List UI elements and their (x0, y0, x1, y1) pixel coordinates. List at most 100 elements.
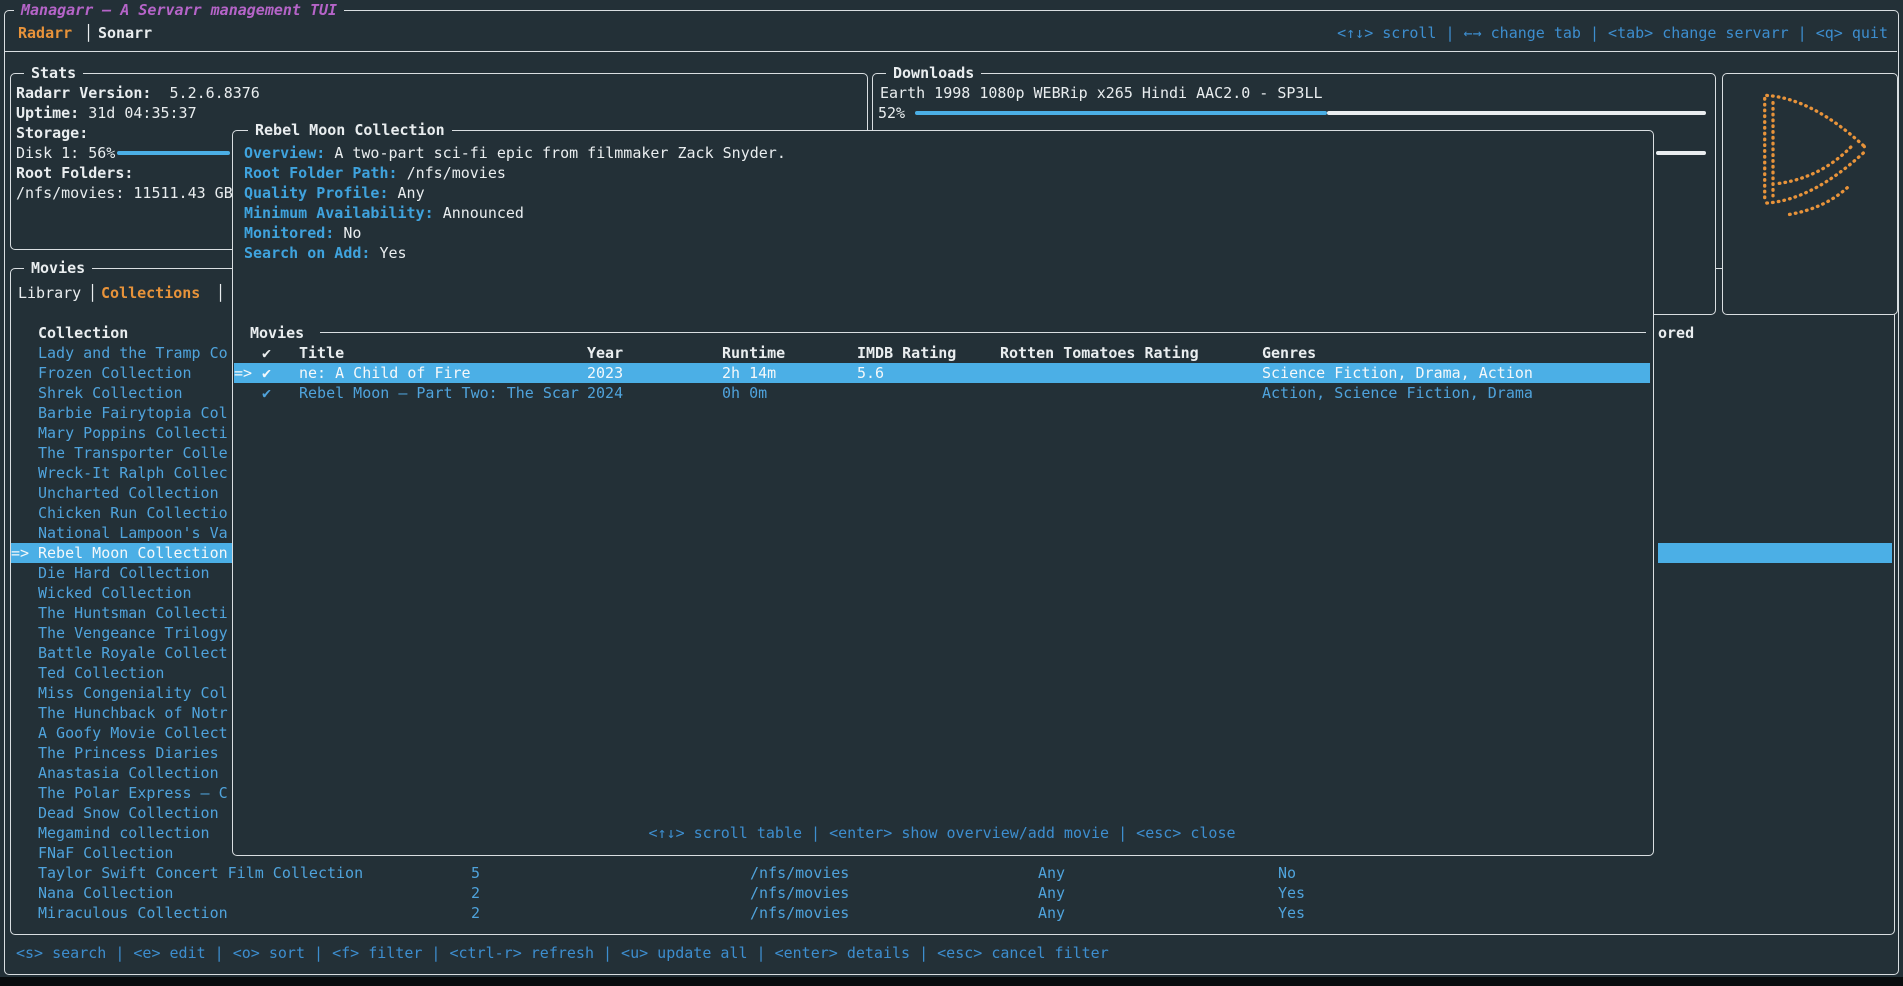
movies-tab-separator: │ (88, 284, 98, 302)
cell-imdb-rating: 5.6 (857, 364, 885, 382)
list-item[interactable]: The Polar Express – C (38, 784, 228, 802)
download-progress-label: 52% (878, 104, 906, 122)
stat-storage: Storage: (16, 123, 88, 143)
field-value: A two-part sci-fi epic from filmmaker Za… (334, 144, 786, 162)
modal-field-quality-profile: Quality Profile: Any (244, 183, 425, 203)
cell-root-folder: /nfs/movies (750, 904, 850, 922)
list-item[interactable]: Mary Poppins Collecti (38, 424, 228, 442)
tab-collections[interactable]: Collections (101, 284, 201, 302)
cell-collection-name: Taylor Swift Concert Film Collection (38, 864, 364, 882)
row-arrow: => (234, 364, 253, 382)
selected-row-label: Rebel Moon Collection (38, 544, 228, 562)
field-value: Yes (379, 244, 407, 262)
list-item[interactable]: Miss Congeniality Col (38, 684, 228, 702)
list-item[interactable]: Shrek Collection (38, 384, 183, 402)
stat-uptime: Uptime: 31d 04:35:37 (16, 103, 197, 123)
stat-radarr-version: Radarr Version: 5.2.6.8376 (16, 83, 260, 103)
list-item[interactable]: Lady and the Tramp Co (38, 344, 228, 362)
list-item[interactable]: The Princess Diaries (38, 744, 219, 762)
modal-movies-section-line (320, 332, 1646, 333)
monitored-check-icon: ✔ (262, 384, 272, 402)
stat-root-folder-size: /nfs/movies: 11511.43 GB (16, 183, 233, 203)
header-runtime: Runtime (722, 344, 786, 362)
download-item-name: Earth 1998 1080p WEBRip x265 Hindi AAC2.… (880, 84, 1323, 102)
cell-search-on-add: Yes (1278, 884, 1306, 902)
field-value: No (343, 224, 362, 242)
list-item[interactable]: Die Hard Collection (38, 564, 210, 582)
stat-value: /nfs/movies: 11511.43 GB (16, 184, 233, 202)
field-label: Minimum Availability: (244, 204, 443, 222)
cell-movie-count: 2 (471, 904, 481, 922)
list-item[interactable]: Anastasia Collection (38, 764, 219, 782)
list-item[interactable]: National Lampoon's Va (38, 524, 228, 542)
downloads-panel-title: Downloads (886, 63, 982, 83)
list-item[interactable]: Chicken Run Collectio (38, 504, 228, 522)
collection-column-header: Collection (38, 324, 129, 342)
list-item[interactable]: The Hunchback of Notr (38, 704, 228, 722)
list-item[interactable]: Dead Snow Collection (38, 804, 219, 822)
list-item[interactable]: Barbie Fairytopia Col (38, 404, 228, 422)
field-label: Monitored: (244, 224, 344, 242)
list-item[interactable]: Frozen Collection (38, 364, 192, 382)
monitored-check-icon: ✔ (262, 364, 272, 382)
cell-quality-profile: Any (1038, 864, 1066, 882)
movies-panel-title: Movies (24, 258, 93, 278)
list-item[interactable]: The Transporter Colle (38, 444, 228, 462)
stat-label: Uptime: (16, 104, 89, 122)
list-item[interactable]: Battle Royale Collect (38, 644, 228, 662)
cell-root-folder: /nfs/movies (750, 864, 850, 882)
download-progress-gauge-filled (915, 111, 1327, 115)
cell-year: 2024 (587, 384, 624, 402)
header-rt-rating: Rotten Tomatoes Rating (1000, 344, 1199, 362)
tab-separator: │ (84, 24, 94, 42)
list-item[interactable]: A Goofy Movie Collect (38, 724, 228, 742)
list-item[interactable]: Ted Collection (38, 664, 165, 682)
logo-panel (1722, 73, 1898, 315)
tab-library[interactable]: Library (18, 284, 82, 302)
movies-tab-separator-2: │ (216, 284, 226, 302)
cell-movie-count: 5 (471, 864, 481, 882)
list-item[interactable]: Uncharted Collection (38, 484, 219, 502)
field-label: Search on Add: (244, 244, 380, 262)
stats-panel-title: Stats (24, 63, 84, 83)
selected-list-item[interactable]: => Rebel Moon Collection (11, 543, 232, 563)
top-bar-divider (5, 51, 1897, 52)
download-progress-gauge-rest (1327, 111, 1706, 115)
monitored-column-header-tail: ored (1658, 324, 1695, 342)
header-genres: Genres (1262, 344, 1317, 362)
stat-root-folders: Root Folders: (16, 163, 133, 183)
modal-field-root-folder: Root Folder Path: /nfs/movies (244, 163, 506, 183)
cell-search-on-add: Yes (1278, 904, 1306, 922)
modal-field-min-availability: Minimum Availability: Announced (244, 203, 524, 223)
modal-field-search-on-add: Search on Add: Yes (244, 243, 407, 263)
stat-value: 5.2.6.8376 (169, 84, 260, 102)
selected-row-arrow: => (11, 544, 30, 562)
list-item[interactable]: FNaF Collection (38, 844, 174, 862)
field-label: Root Folder Path: (244, 164, 407, 182)
stat-disk: Disk 1: 56% (16, 143, 115, 163)
cell-quality-profile: Any (1038, 884, 1066, 902)
cell-title: ne: A Child of Fire (299, 364, 471, 382)
list-item[interactable]: Wreck-It Ralph Collec (38, 464, 228, 482)
list-item[interactable]: Megamind collection (38, 824, 210, 842)
list-item[interactable]: The Huntsman Collecti (38, 604, 228, 622)
field-value: Any (397, 184, 425, 202)
cell-collection-name: Miraculous Collection (38, 904, 228, 922)
bottom-shortcuts-help: <s> search | <e> edit | <o> sort | <f> f… (16, 944, 1109, 962)
header-imdb-rating: IMDB Rating (857, 344, 957, 362)
cell-year: 2023 (587, 364, 624, 382)
header-title: Title (299, 344, 345, 362)
tab-sonarr[interactable]: Sonarr (98, 24, 153, 42)
tab-radarr[interactable]: Radarr (18, 24, 73, 42)
stat-label: Storage: (16, 124, 89, 142)
modal-movies-section-title: Movies (250, 324, 305, 342)
list-item[interactable]: Wicked Collection (38, 584, 192, 602)
header-year: Year (587, 344, 624, 362)
stat-label: Disk 1: (16, 144, 89, 162)
cell-collection-name: Nana Collection (38, 884, 174, 902)
stat-label: Root Folders: (16, 164, 134, 182)
list-item[interactable]: The Vengeance Trilogy (38, 624, 228, 642)
cell-title: Rebel Moon – Part Two: The Scar (299, 384, 579, 402)
modal-table-row-selected[interactable]: => ✔ ne: A Child of Fire 2023 2h 14m 5.6… (234, 363, 1650, 383)
